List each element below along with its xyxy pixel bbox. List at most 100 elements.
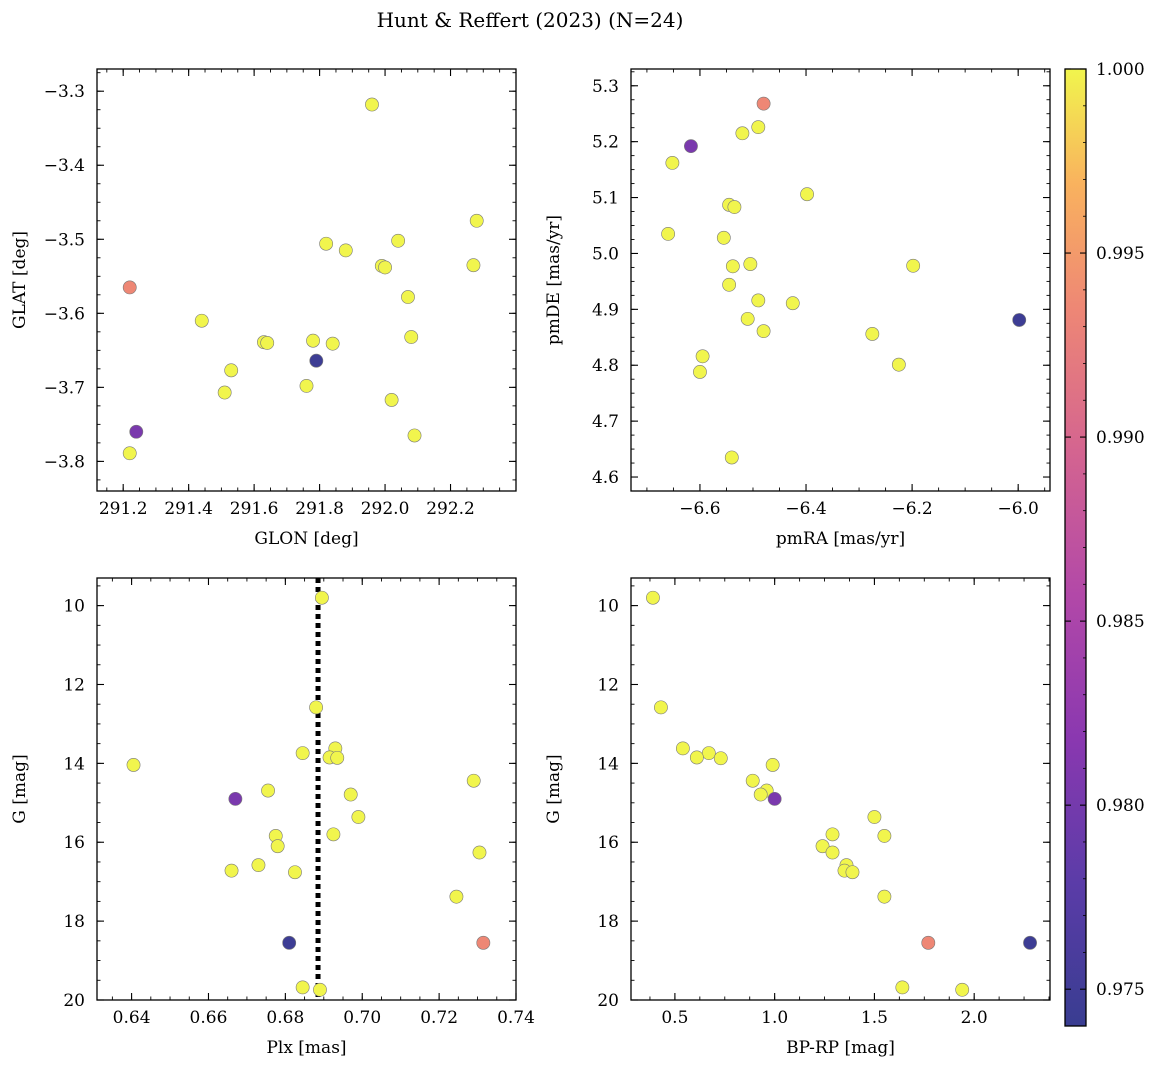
data-point: [767, 791, 782, 806]
data-point: [126, 758, 141, 772]
data-point: [751, 120, 766, 135]
x-axis-label: BP-RP [mag]: [786, 1038, 895, 1058]
y-tick-label: 18: [63, 912, 85, 932]
data-point: [675, 741, 690, 756]
data-point: [466, 258, 481, 273]
data-point: [1012, 313, 1027, 327]
y-tick-label: 5.1: [592, 189, 619, 209]
y-tick-label: 20: [63, 991, 85, 1011]
x-tick-label: 1.5: [861, 1008, 888, 1028]
data-point: [743, 257, 758, 271]
data-point: [270, 839, 285, 854]
data-point: [122, 280, 137, 295]
data-point: [877, 889, 892, 904]
data-point: [351, 810, 366, 824]
panel-plx-g: 0.64 0.66 0.68 0.70 0.72 0.74 10 12 14 16 18 20 Plx …: [10, 577, 535, 1058]
data-point: [751, 293, 766, 308]
data-point: [228, 791, 243, 806]
data-point: [867, 810, 882, 824]
data-point: [815, 839, 830, 854]
x-tick-label: 292.0: [361, 499, 410, 519]
data-point: [800, 187, 814, 202]
data-point: [756, 324, 771, 339]
y-tick-label: −3.5: [44, 230, 85, 250]
data-point: [469, 213, 484, 228]
x-axis-label: Plx [mas]: [266, 1038, 346, 1058]
data-point: [727, 200, 742, 214]
data-point: [384, 393, 399, 407]
data-point: [295, 746, 310, 761]
x-tick-label: 2.0: [961, 1008, 988, 1028]
figure-title: Hunt & Reffert (2023) (N=24): [377, 8, 684, 32]
data-point: [466, 773, 481, 788]
y-tick-label: 5.0: [592, 244, 619, 264]
y-tick-label: 12: [63, 675, 85, 695]
data-point: [955, 982, 970, 997]
data-point: [194, 313, 209, 328]
data-point: [654, 700, 668, 715]
data-point: [404, 330, 419, 344]
data-point: [684, 139, 698, 154]
y-tick-label: 10: [63, 597, 85, 617]
data-point: [693, 365, 707, 379]
data-point: [224, 363, 239, 378]
data-point: [745, 773, 760, 788]
data-point: [701, 746, 716, 761]
data-point: [725, 259, 740, 274]
data-point: [313, 982, 327, 997]
data-point: [661, 226, 676, 241]
y-tick-label: 20: [597, 991, 619, 1011]
colorbar-tick-label: 0.975: [1096, 980, 1145, 1000]
data-point: [665, 156, 680, 170]
x-tick-label: 0.68: [266, 1008, 304, 1028]
data-point: [260, 336, 275, 350]
data-point: [365, 97, 379, 112]
data-point: [756, 96, 771, 111]
data-point: [713, 751, 728, 766]
y-axis-label: pmDE [mas/yr]: [544, 215, 564, 345]
y-tick-label: 5.2: [592, 133, 619, 153]
y-tick-label: 16: [63, 833, 85, 853]
x-tick-label: 291.4: [164, 499, 213, 519]
y-tick-label: −3.4: [44, 156, 85, 176]
data-point: [282, 935, 297, 950]
data-point: [753, 787, 768, 802]
colorbar: 0.975 0.980 0.985 0.990 0.995 1.000: [1064, 60, 1145, 1027]
colorbar-tick-label: 0.985: [1096, 612, 1145, 632]
y-tick-label: 4.6: [592, 468, 619, 488]
x-tick-label: 0.64: [113, 1008, 151, 1028]
x-tick-label: −6.6: [679, 499, 720, 519]
y-axis-label: G [mag]: [544, 754, 564, 823]
x-tick-label: 291.8: [295, 499, 344, 519]
data-point: [449, 889, 464, 904]
data-point: [326, 827, 341, 842]
x-tick-label: 0.5: [661, 1008, 688, 1028]
colorbar-tick-label: 0.980: [1096, 796, 1145, 816]
data-point: [1023, 935, 1037, 950]
data-point: [845, 865, 860, 880]
data-point: [724, 450, 739, 465]
data-point: [921, 935, 936, 950]
plot-frame: [630, 577, 1051, 1001]
data-point: [261, 783, 275, 798]
colorbar-tick-label: 0.995: [1096, 244, 1145, 264]
y-tick-label: 14: [597, 754, 619, 774]
y-tick-label: −3.8: [44, 452, 85, 472]
y-tick-label: −3.6: [44, 304, 85, 324]
data-point: [825, 845, 840, 860]
y-tick-label: 18: [597, 912, 619, 932]
data-point: [288, 865, 302, 880]
panel-bprp-g: 0.5 1.0 1.5 2.0 10 12 14 16 18 20 BP-RP [mag] G [ma…: [544, 577, 1051, 1058]
plot-frame: [96, 68, 517, 492]
y-axis-label: G [mag]: [10, 754, 30, 823]
y-tick-label: 4.8: [592, 356, 619, 376]
data-point: [865, 327, 880, 341]
data-point: [338, 243, 353, 258]
panel-pmra-pmde: −6.6 −6.4 −6.2 −6.0 4.6 4.7 4.8 4.9 5.0 5.1 5.2 5.3…: [544, 68, 1051, 549]
data-point: [785, 296, 800, 311]
x-axis-label: GLON [deg]: [254, 529, 358, 549]
data-point: [735, 126, 750, 141]
y-tick-label: 4.9: [592, 300, 619, 320]
y-tick-label: −3.3: [44, 82, 85, 102]
